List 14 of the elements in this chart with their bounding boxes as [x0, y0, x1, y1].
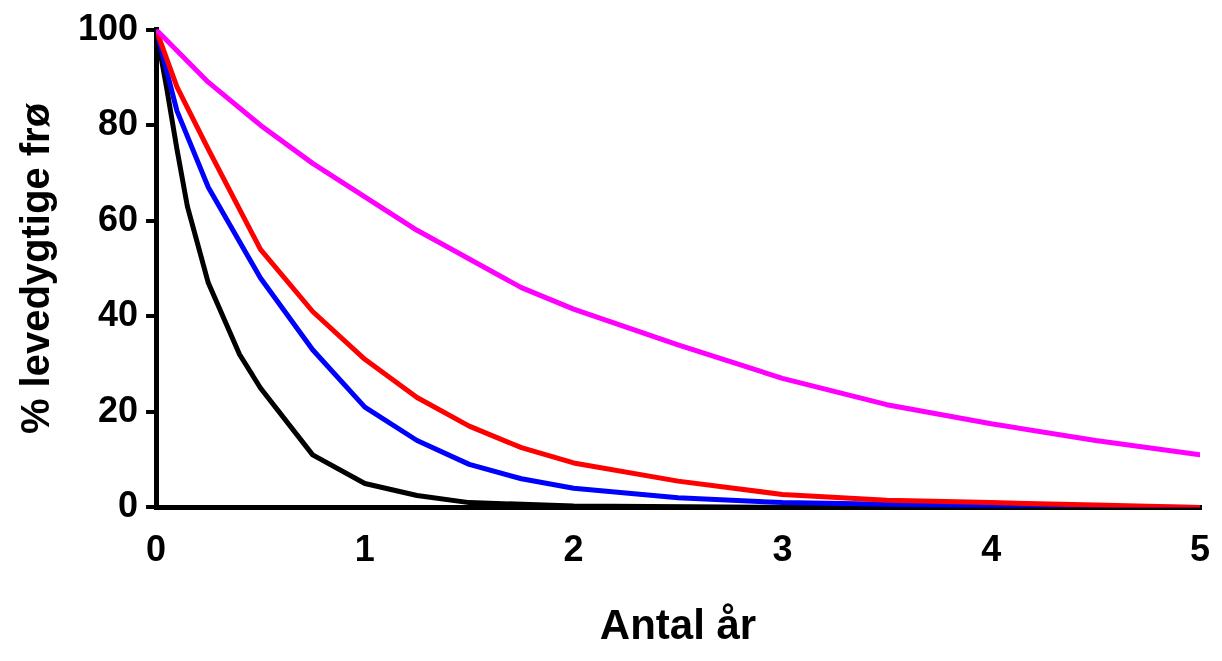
y-tick-label: 20: [98, 388, 139, 430]
x-tick-label: 3: [772, 527, 793, 569]
y-tick-label: 100: [77, 6, 139, 48]
y-tick-label: 80: [98, 102, 139, 144]
y-tick-label: 60: [98, 197, 139, 239]
y-axis-title: % levedygtige frø: [13, 102, 58, 435]
x-tick-label: 0: [146, 527, 167, 569]
y-tick-label: 0: [118, 484, 139, 526]
x-axis-title: Antal år: [599, 601, 757, 649]
x-tick-label: 1: [354, 527, 375, 569]
x-tick-label: 2: [563, 527, 584, 569]
x-tick-label: 5: [1189, 527, 1210, 569]
y-tick-label: 40: [98, 293, 139, 335]
x-tick-label: 4: [981, 527, 1002, 569]
